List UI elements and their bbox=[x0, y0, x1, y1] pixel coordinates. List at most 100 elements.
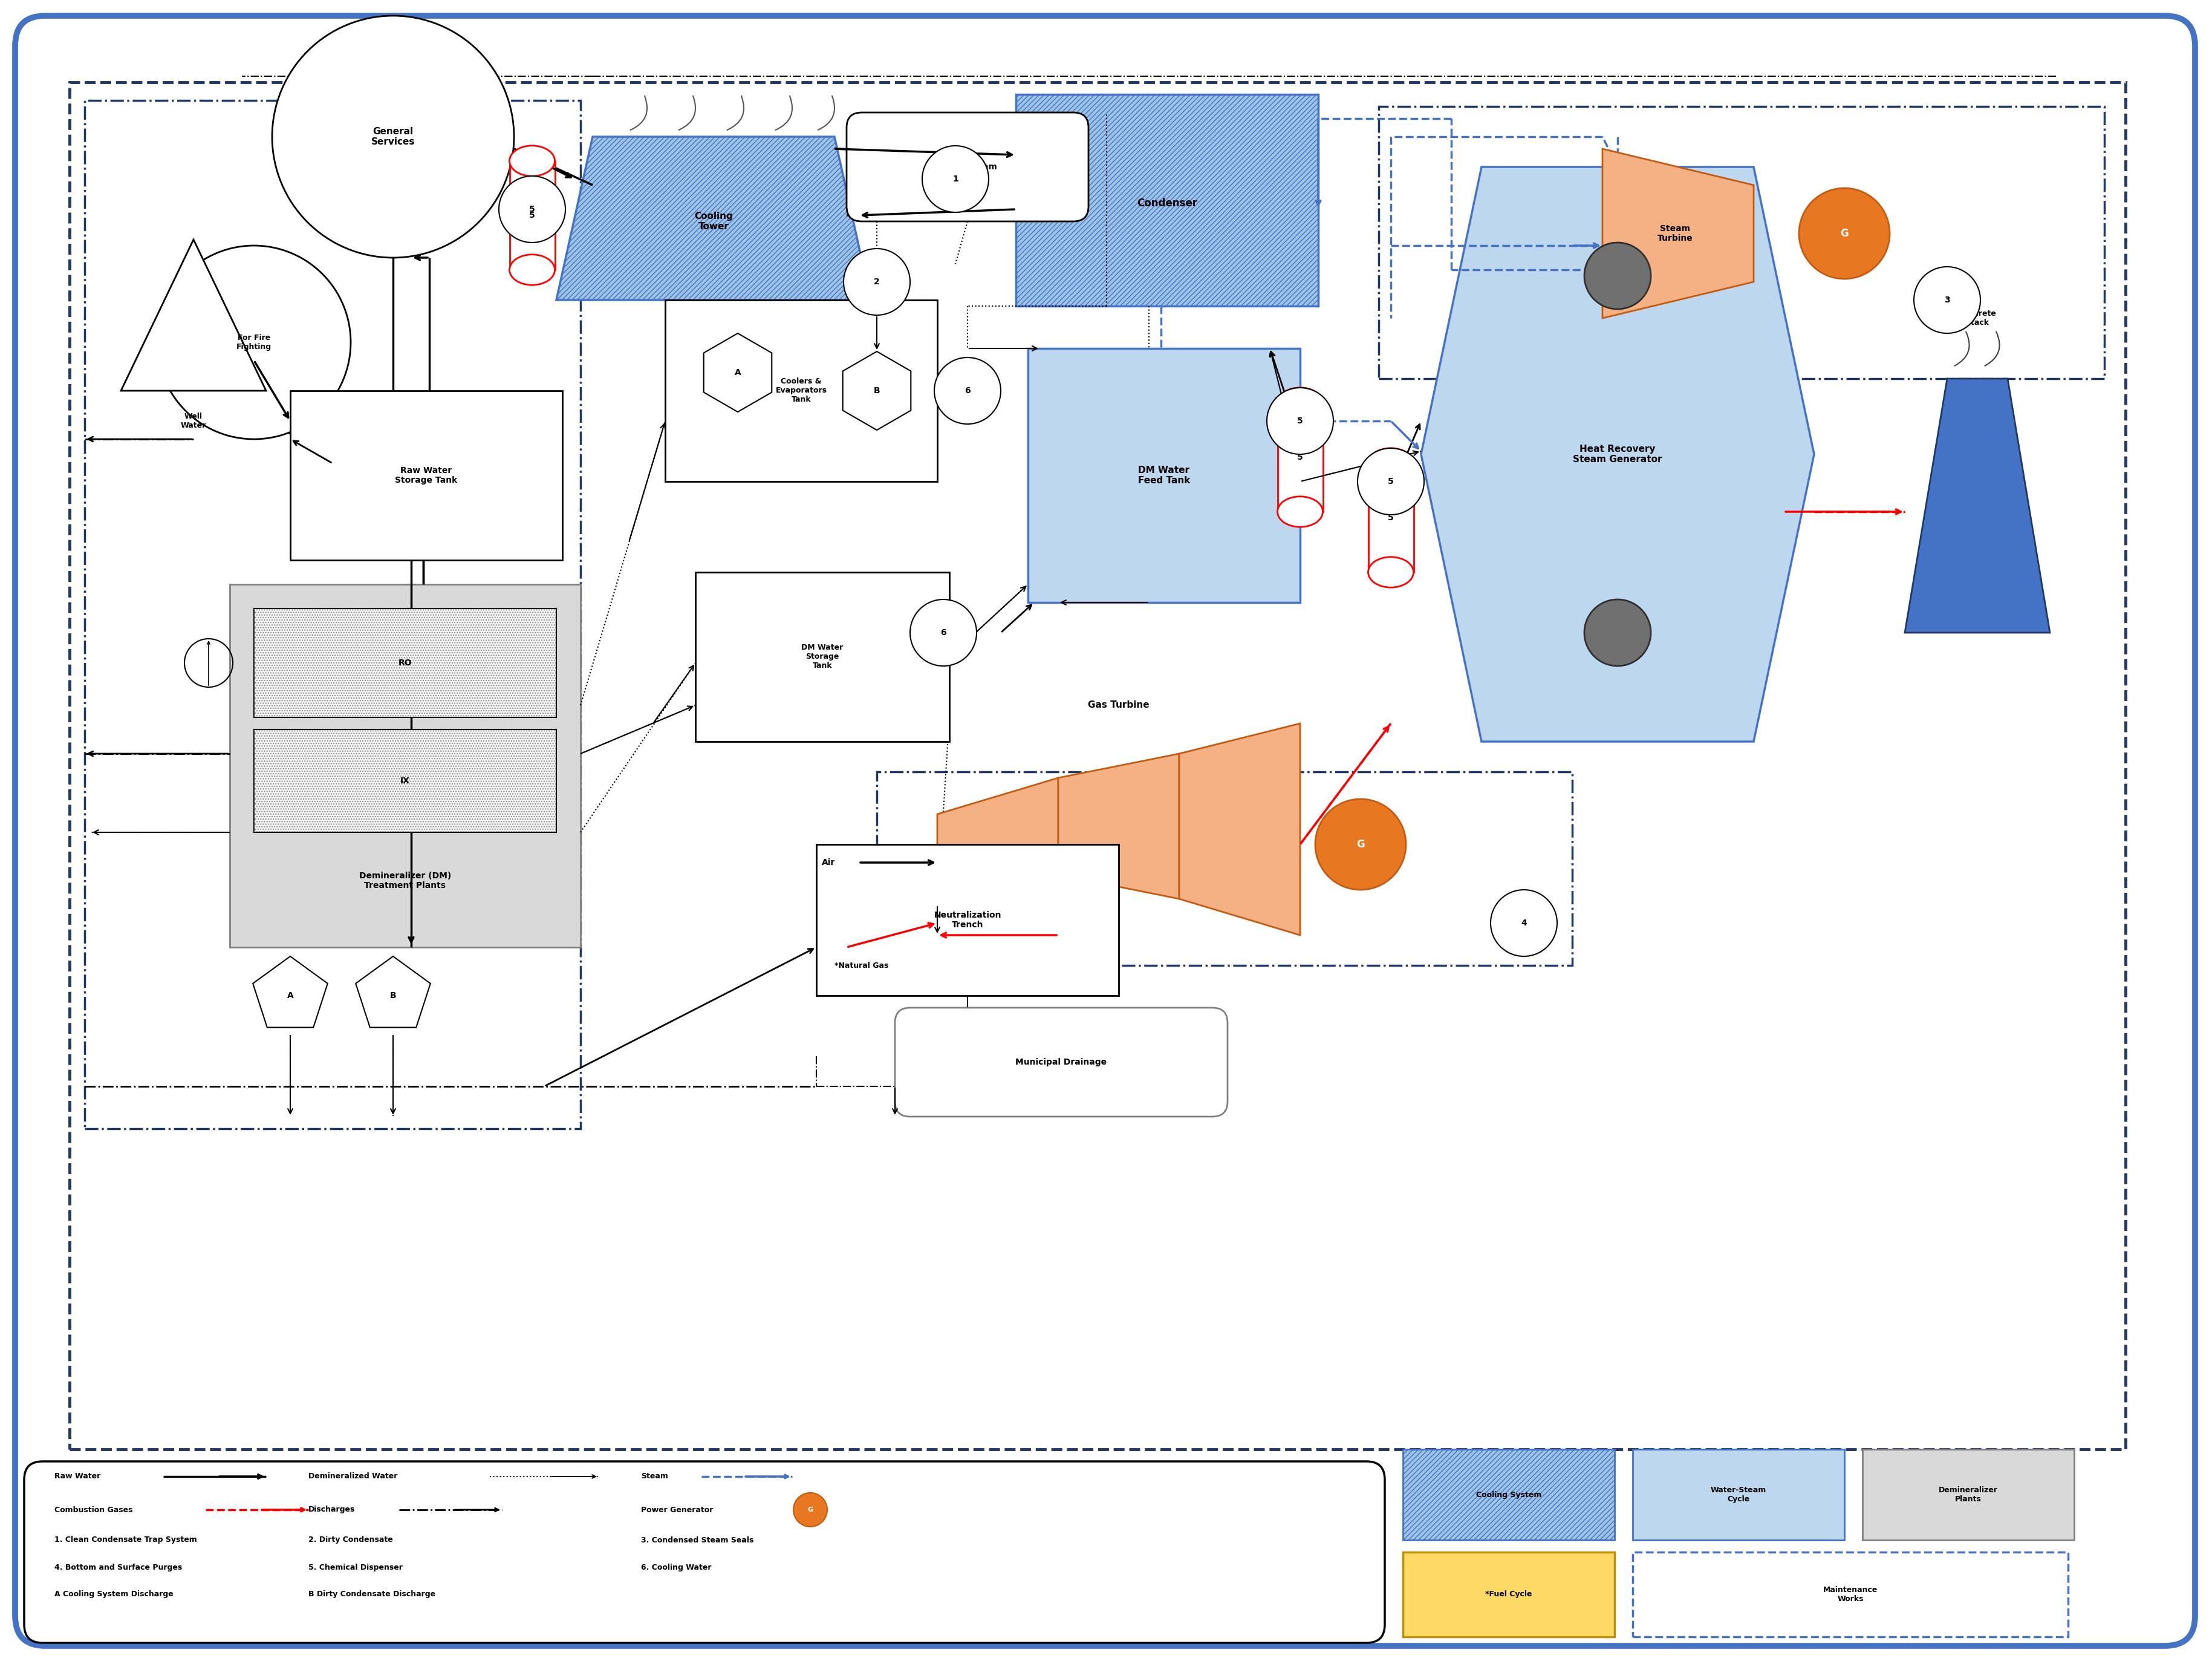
Text: 3: 3 bbox=[1944, 296, 1951, 304]
Text: G: G bbox=[1840, 228, 1849, 239]
FancyBboxPatch shape bbox=[847, 113, 1088, 221]
Text: DM Water
Feed Tank: DM Water Feed Tank bbox=[1137, 465, 1190, 485]
Circle shape bbox=[922, 146, 989, 213]
Text: A: A bbox=[734, 369, 741, 377]
Text: B: B bbox=[874, 387, 880, 395]
Ellipse shape bbox=[509, 146, 555, 176]
Text: Water-Steam
Cycle: Water-Steam Cycle bbox=[1710, 1487, 1767, 1503]
Text: 5: 5 bbox=[1387, 513, 1394, 522]
Text: Concrete
Stack: Concrete Stack bbox=[1958, 309, 1997, 327]
Text: 5. Chemical Dispenser: 5. Chemical Dispenser bbox=[307, 1563, 403, 1571]
FancyBboxPatch shape bbox=[1863, 1450, 2075, 1540]
Polygon shape bbox=[252, 957, 327, 1028]
FancyBboxPatch shape bbox=[1369, 463, 1413, 573]
Text: 5: 5 bbox=[1387, 477, 1394, 485]
Text: Air: Air bbox=[821, 859, 836, 867]
Text: Well
Water: Well Water bbox=[181, 412, 206, 430]
Circle shape bbox=[500, 176, 566, 243]
Polygon shape bbox=[557, 136, 872, 301]
Text: Raw Water
Storage Tank: Raw Water Storage Tank bbox=[396, 467, 458, 485]
Ellipse shape bbox=[1279, 387, 1323, 419]
Circle shape bbox=[933, 357, 1000, 424]
Polygon shape bbox=[1420, 168, 1814, 741]
Text: Maintenance
Works: Maintenance Works bbox=[1823, 1586, 1878, 1603]
Text: Combustion Gases: Combustion Gases bbox=[55, 1507, 133, 1513]
Circle shape bbox=[909, 600, 975, 666]
Text: 5: 5 bbox=[1296, 453, 1303, 462]
Polygon shape bbox=[1057, 754, 1179, 899]
Text: Steam: Steam bbox=[641, 1473, 668, 1480]
Text: For Fire
Fighting: For Fire Fighting bbox=[237, 334, 272, 350]
Text: Gas Turbine: Gas Turbine bbox=[1088, 701, 1150, 709]
Text: 5: 5 bbox=[1296, 417, 1303, 425]
FancyBboxPatch shape bbox=[1402, 1551, 1615, 1636]
Text: Steam
Turbine: Steam Turbine bbox=[1657, 224, 1692, 243]
Text: 4. Bottom and Surface Purges: 4. Bottom and Surface Purges bbox=[55, 1563, 181, 1571]
Text: Heat Recovery
Steam Generator: Heat Recovery Steam Generator bbox=[1573, 445, 1661, 463]
FancyBboxPatch shape bbox=[1632, 1551, 2068, 1636]
FancyBboxPatch shape bbox=[230, 585, 580, 947]
FancyBboxPatch shape bbox=[816, 844, 1119, 995]
Text: Demineralizer (DM)
Treatment Plants: Demineralizer (DM) Treatment Plants bbox=[358, 872, 451, 890]
Text: A Cooling System Discharge: A Cooling System Discharge bbox=[55, 1591, 173, 1598]
Text: Demineralized Water: Demineralized Water bbox=[307, 1473, 398, 1480]
Text: Municipal Drainage: Municipal Drainage bbox=[1015, 1058, 1106, 1066]
Circle shape bbox=[157, 246, 352, 439]
Text: 1. Clean Condensate Trap System: 1. Clean Condensate Trap System bbox=[55, 1536, 197, 1545]
Text: Coolers &
Evaporators
Tank: Coolers & Evaporators Tank bbox=[776, 377, 827, 404]
FancyBboxPatch shape bbox=[1402, 1450, 1615, 1540]
Circle shape bbox=[1913, 267, 1980, 334]
Text: Demineralizer
Plants: Demineralizer Plants bbox=[1938, 1487, 1997, 1503]
Text: 6. Cooling Water: 6. Cooling Water bbox=[641, 1563, 712, 1571]
Text: G: G bbox=[1356, 839, 1365, 850]
Ellipse shape bbox=[1369, 448, 1413, 478]
Text: Cooling
Tower: Cooling Tower bbox=[695, 211, 732, 231]
FancyBboxPatch shape bbox=[254, 729, 557, 832]
Text: RO: RO bbox=[398, 659, 411, 668]
FancyBboxPatch shape bbox=[1015, 95, 1318, 306]
Text: 2: 2 bbox=[874, 277, 880, 286]
Text: 3. Condensed Steam Seals: 3. Condensed Steam Seals bbox=[641, 1536, 754, 1545]
Circle shape bbox=[1584, 243, 1650, 309]
Text: G: G bbox=[807, 1507, 814, 1513]
Text: 5: 5 bbox=[529, 204, 535, 214]
Text: A: A bbox=[288, 992, 294, 1000]
Text: Discharges: Discharges bbox=[307, 1507, 356, 1513]
Polygon shape bbox=[1905, 379, 2051, 633]
Text: 5: 5 bbox=[529, 211, 535, 219]
Text: 6: 6 bbox=[964, 387, 971, 395]
FancyBboxPatch shape bbox=[290, 390, 562, 560]
FancyBboxPatch shape bbox=[896, 1008, 1228, 1116]
Text: B Dirty Condensate Discharge: B Dirty Condensate Discharge bbox=[307, 1591, 436, 1598]
Text: DM Water
Storage
Tank: DM Water Storage Tank bbox=[801, 644, 843, 669]
FancyBboxPatch shape bbox=[1279, 404, 1323, 512]
FancyBboxPatch shape bbox=[695, 573, 949, 741]
Text: 1: 1 bbox=[953, 174, 958, 183]
Text: Neutralization
Trench: Neutralization Trench bbox=[933, 910, 1002, 928]
Polygon shape bbox=[938, 777, 1057, 910]
Circle shape bbox=[1316, 799, 1407, 890]
Circle shape bbox=[1798, 188, 1889, 279]
Text: *Natural Gas: *Natural Gas bbox=[834, 962, 889, 970]
Circle shape bbox=[794, 1493, 827, 1526]
Circle shape bbox=[272, 15, 513, 257]
FancyBboxPatch shape bbox=[254, 608, 557, 718]
Text: 2. Dirty Condensate: 2. Dirty Condensate bbox=[307, 1536, 394, 1545]
Ellipse shape bbox=[1369, 556, 1413, 588]
Text: General
Services: General Services bbox=[372, 126, 416, 146]
FancyBboxPatch shape bbox=[509, 161, 555, 269]
Circle shape bbox=[1584, 600, 1650, 666]
Text: *Fuel Cycle: *Fuel Cycle bbox=[1484, 1591, 1533, 1598]
Polygon shape bbox=[122, 239, 265, 390]
Circle shape bbox=[1491, 890, 1557, 957]
Ellipse shape bbox=[1279, 497, 1323, 527]
FancyBboxPatch shape bbox=[1029, 349, 1301, 603]
Polygon shape bbox=[1179, 724, 1301, 935]
Polygon shape bbox=[356, 957, 431, 1028]
Text: Raw Water: Raw Water bbox=[55, 1473, 100, 1480]
Ellipse shape bbox=[509, 254, 555, 286]
Text: Pipe System: Pipe System bbox=[938, 163, 998, 171]
FancyBboxPatch shape bbox=[666, 301, 938, 482]
Text: 4: 4 bbox=[1522, 919, 1526, 927]
Text: IX: IX bbox=[400, 777, 409, 786]
